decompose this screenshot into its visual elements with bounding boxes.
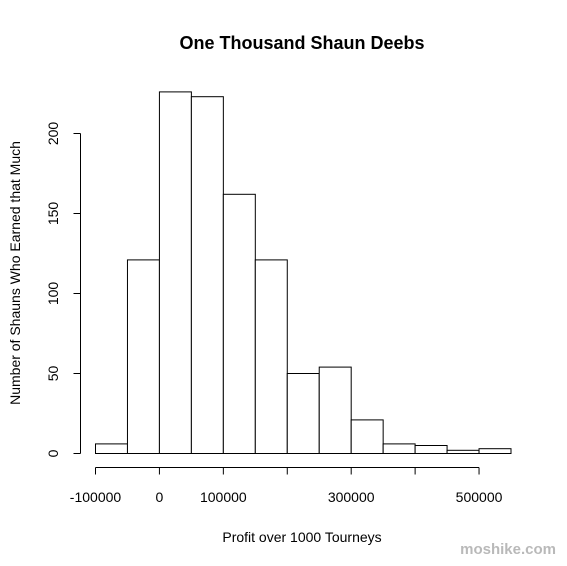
x-tick-label: 0 [156,489,164,505]
x-axis-label: Profit over 1000 Tourneys [222,529,381,545]
histogram-bar [254,259,288,454]
histogram-bar [95,443,128,454]
histogram-bar [222,193,256,455]
histogram-bar [286,373,320,454]
watermark: moshike.com [460,541,556,558]
x-tick-label: 500000 [456,489,503,505]
histogram-bar [158,91,192,455]
histogram-bar [446,449,480,454]
x-axis: -100000 0 100000 300000 500000 [70,467,503,505]
y-tick-label: 100 [45,282,61,306]
chart-title: One Thousand Shaun Deebs [179,33,424,53]
histogram-bar [414,445,448,454]
y-tick-label: 0 [45,449,61,457]
x-tick-label: 300000 [328,489,375,505]
histogram-bar [318,366,352,455]
histogram-bar [478,448,512,455]
histogram-bar [382,443,416,454]
y-tick-label: 200 [45,122,61,146]
histogram-bar [190,96,224,454]
y-tick-label: 50 [45,366,61,382]
y-axis: 0 50 100 150 200 [45,122,81,457]
x-tick-label: -100000 [70,489,122,505]
y-axis-label: Number of Shauns Who Earned that Much [7,141,23,405]
x-tick-label: 100000 [200,489,247,505]
histogram-bars [95,91,512,455]
y-tick-label: 150 [45,202,61,226]
histogram-bar [126,259,160,454]
histogram-bar [350,419,384,454]
